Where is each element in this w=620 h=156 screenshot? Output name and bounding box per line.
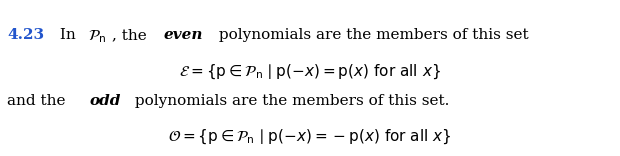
Text: polynomials are the members of this set: polynomials are the members of this set xyxy=(214,28,529,42)
Text: polynomials are the members of this set.: polynomials are the members of this set. xyxy=(130,94,449,108)
Text: $\mathcal{E} = \{\mathrm{p} \in \mathcal{P}_{\rm n} \mid \mathrm{p}(-x) = \mathr: $\mathcal{E} = \{\mathrm{p} \in \mathcal… xyxy=(179,62,441,81)
Text: even: even xyxy=(163,28,203,42)
Text: , the: , the xyxy=(112,28,151,42)
Text: 4.23: 4.23 xyxy=(7,28,45,42)
Text: $\mathcal{O} = \{\mathrm{p} \in \mathcal{P}_{\rm n} \mid \mathrm{p}(-x) = -\math: $\mathcal{O} = \{\mathrm{p} \in \mathcal… xyxy=(168,128,452,146)
Text: $\mathcal{P}_{\rm n}$: $\mathcal{P}_{\rm n}$ xyxy=(89,28,107,45)
Text: and the: and the xyxy=(7,94,71,108)
Text: odd: odd xyxy=(89,94,120,108)
Text: In: In xyxy=(55,28,81,42)
